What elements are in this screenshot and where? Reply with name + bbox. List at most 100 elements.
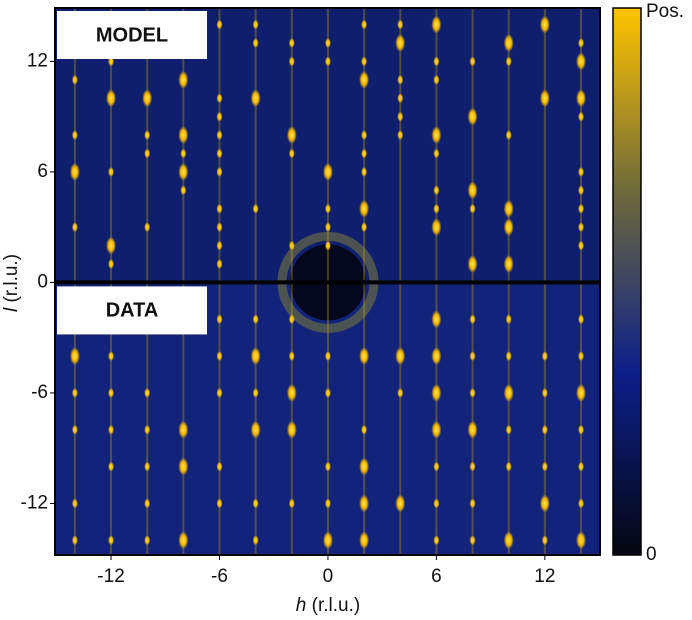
spot (288, 37, 295, 48)
spot (578, 111, 585, 122)
spot (108, 535, 115, 546)
spot (397, 93, 404, 104)
spot (324, 37, 331, 48)
x-tick-label: -12 (97, 566, 124, 587)
spot (359, 531, 370, 550)
y-tick-label: 0 (37, 271, 48, 292)
spot (469, 56, 476, 67)
spot (433, 203, 440, 214)
spot (578, 461, 585, 472)
spot (288, 314, 295, 325)
spot (578, 240, 585, 251)
spot (216, 387, 223, 398)
spot (503, 199, 514, 218)
spot (250, 347, 261, 366)
spot (106, 236, 117, 255)
spot (288, 148, 295, 159)
spot (252, 498, 259, 509)
spot (467, 255, 478, 274)
spot (505, 130, 512, 141)
y-tick-label: 12 (27, 50, 48, 71)
spot (252, 314, 259, 325)
spot (433, 535, 440, 546)
spot (541, 461, 548, 472)
spot (288, 56, 295, 67)
spot (252, 37, 259, 48)
spot (288, 498, 295, 509)
spot (180, 148, 187, 159)
spot (71, 424, 78, 435)
spot (324, 351, 331, 362)
spot (69, 347, 80, 366)
spot (431, 383, 442, 402)
spot (469, 314, 476, 325)
spot (71, 74, 78, 85)
spot (395, 494, 406, 513)
spot (108, 387, 115, 398)
spot (324, 240, 331, 251)
y-axis-unit: (r.l.u.) (1, 254, 22, 303)
spot (106, 89, 117, 108)
spot (578, 424, 585, 435)
spot (71, 535, 78, 546)
spot (578, 498, 585, 509)
spot (216, 166, 223, 177)
spot (505, 351, 512, 362)
spot (397, 111, 404, 122)
spot (252, 387, 259, 398)
spot (322, 531, 333, 550)
colorbar-min-label: 0 (646, 544, 657, 565)
x-tick-label: 6 (431, 566, 442, 587)
spot (541, 351, 548, 362)
spot (431, 15, 442, 34)
spot (433, 185, 440, 196)
spot (469, 461, 476, 472)
spot (433, 461, 440, 472)
spot (216, 130, 223, 141)
spot (322, 162, 333, 181)
spot (576, 531, 587, 550)
spot (108, 166, 115, 177)
spot (178, 457, 189, 476)
spot (469, 203, 476, 214)
spot (397, 130, 404, 141)
spot (397, 74, 404, 85)
spot (578, 37, 585, 48)
spot (324, 203, 331, 214)
spot (250, 420, 261, 439)
x-tick-label: 0 (323, 566, 334, 587)
spot (71, 387, 78, 398)
spot (539, 15, 550, 34)
spot (286, 420, 297, 439)
spot (144, 424, 151, 435)
spot (505, 461, 512, 472)
spot (541, 535, 548, 546)
spot (578, 314, 585, 325)
panel-label: DATA (106, 300, 159, 322)
spot (216, 498, 223, 509)
spot (216, 19, 223, 30)
spot (361, 222, 368, 233)
spot (71, 222, 78, 233)
spot (467, 181, 478, 200)
spot (359, 494, 370, 513)
spot (541, 424, 548, 435)
spot (578, 185, 585, 196)
spot (216, 259, 223, 270)
spot (180, 185, 187, 196)
spot (178, 531, 189, 550)
spot (144, 387, 151, 398)
spot (286, 383, 297, 402)
spot (503, 218, 514, 237)
spot (288, 240, 295, 251)
spot (467, 420, 478, 439)
spot (216, 240, 223, 251)
x-tick-label: -6 (211, 566, 228, 587)
spot (178, 420, 189, 439)
spot (108, 259, 115, 270)
spot (433, 74, 440, 85)
spot (505, 56, 512, 67)
spot (361, 130, 368, 141)
x-tick-label: 12 (534, 566, 555, 587)
spot (361, 424, 368, 435)
